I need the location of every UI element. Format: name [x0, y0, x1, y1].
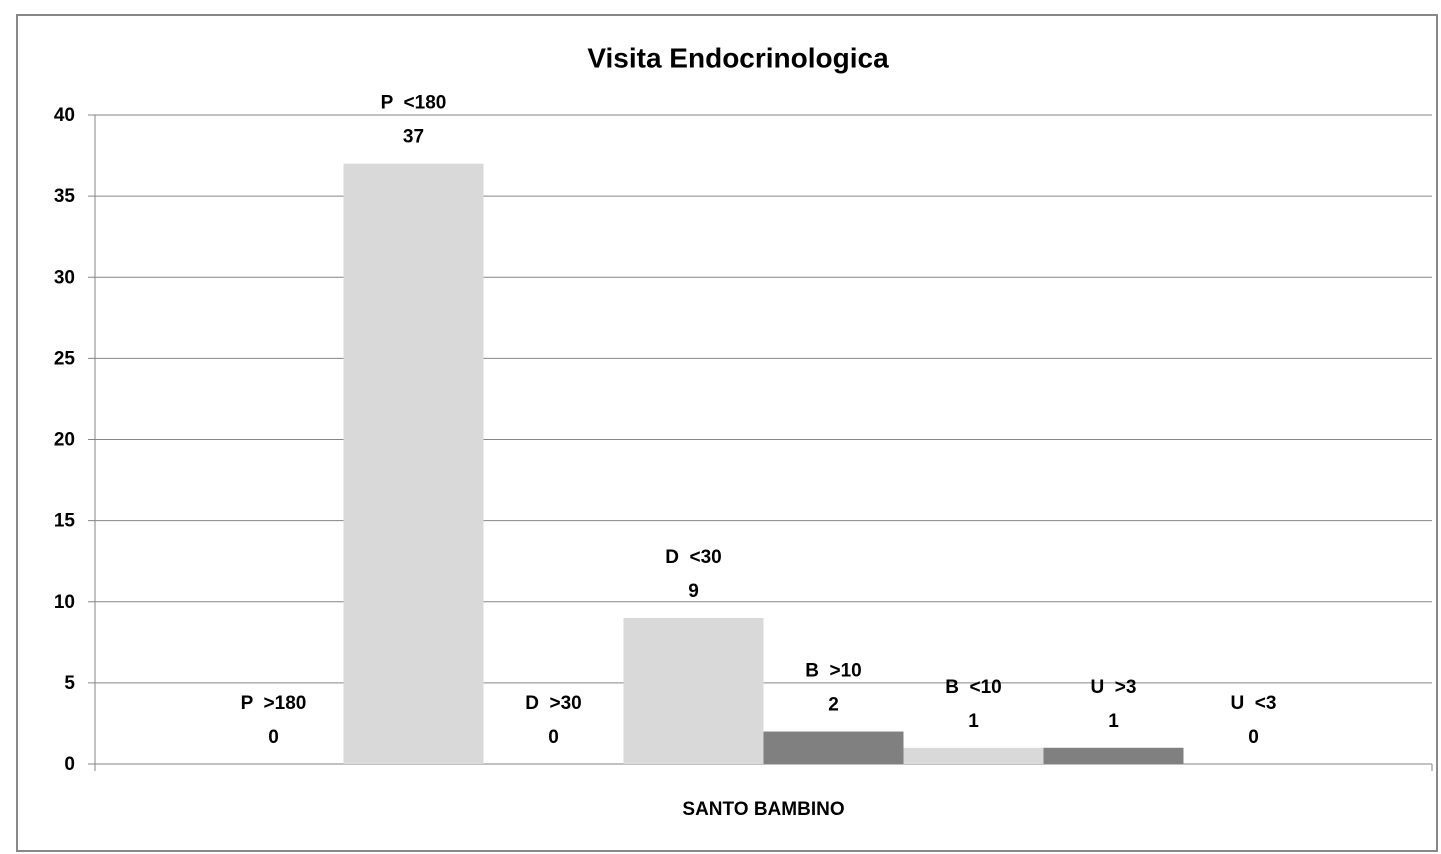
data-label-name: U <3 [1231, 693, 1277, 714]
y-tick-label: 25 [54, 348, 76, 369]
x-tick-label: SANTO BAMBINO [682, 799, 844, 820]
data-label: 0 [1248, 727, 1259, 748]
data-label: 37 [403, 127, 424, 148]
bar [763, 731, 904, 764]
data-label: 1 [1108, 711, 1119, 732]
y-tick-label: 35 [54, 186, 76, 207]
data-label: 1 [968, 711, 979, 732]
bar [343, 163, 484, 765]
data-label: 9 [688, 581, 699, 602]
data-label-name: D >30 [525, 693, 582, 714]
data-label-name: P <180 [381, 93, 447, 114]
data-label-name: B >10 [805, 661, 862, 682]
data-label-name: P >180 [241, 693, 307, 714]
y-tick-label: 30 [54, 267, 75, 288]
data-label-name: D <30 [665, 547, 722, 568]
data-label: 0 [548, 727, 559, 748]
y-tick-label: 10 [54, 592, 75, 613]
y-tick-label: 15 [54, 511, 76, 532]
data-label-name: U >3 [1091, 677, 1137, 698]
bar [1043, 747, 1184, 764]
chart-title: Visita Endocrinologica [587, 42, 889, 73]
data-label: 2 [828, 695, 839, 716]
data-label: 0 [268, 727, 279, 748]
bar [903, 747, 1044, 764]
y-tick-label: 5 [64, 673, 75, 694]
y-tick-label: 40 [54, 105, 75, 126]
y-tick-label: 20 [54, 430, 75, 451]
bar [623, 617, 764, 764]
data-label-name: B <10 [945, 677, 1002, 698]
y-tick-label: 0 [64, 754, 75, 775]
